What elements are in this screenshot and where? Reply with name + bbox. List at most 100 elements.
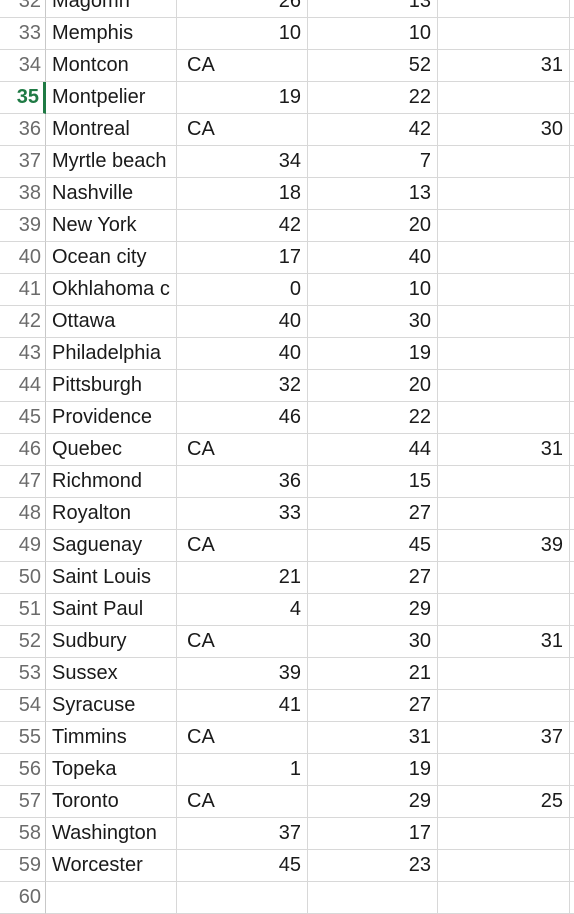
cell-next-column[interactable] bbox=[570, 786, 574, 818]
cell-value-2[interactable]: 17 bbox=[308, 818, 438, 850]
row-header[interactable]: 54 bbox=[0, 690, 46, 722]
cell-value-2[interactable]: 13 bbox=[308, 178, 438, 210]
cell-next-column[interactable] bbox=[570, 0, 574, 18]
cell-city-name[interactable]: Ocean city bbox=[46, 242, 177, 274]
cell-value-3[interactable] bbox=[438, 466, 570, 498]
cell-city-name[interactable]: Myrtle beach bbox=[46, 146, 177, 178]
cell-value-3[interactable] bbox=[438, 82, 570, 114]
cell-value-1[interactable]: 26 bbox=[177, 0, 308, 18]
cell-city-name[interactable]: Sussex bbox=[46, 658, 177, 690]
cell-value-3[interactable] bbox=[438, 18, 570, 50]
cell-value-2[interactable]: 10 bbox=[308, 18, 438, 50]
cell-next-column[interactable] bbox=[570, 50, 574, 82]
cell-value-3[interactable] bbox=[438, 818, 570, 850]
cell-value-3[interactable] bbox=[438, 146, 570, 178]
row-header[interactable]: 48 bbox=[0, 498, 46, 530]
cell-value-1[interactable]: 33 bbox=[177, 498, 308, 530]
cell-city-name[interactable]: Philadelphia bbox=[46, 338, 177, 370]
cell-next-column[interactable] bbox=[570, 18, 574, 50]
cell-next-column[interactable] bbox=[570, 562, 574, 594]
cell-city-name[interactable]: Montreal bbox=[46, 114, 177, 146]
cell-value-2[interactable]: 23 bbox=[308, 850, 438, 882]
cell-country-code[interactable]: CA bbox=[177, 530, 308, 562]
cell-value-3[interactable] bbox=[438, 882, 570, 914]
cell-next-column[interactable] bbox=[570, 434, 574, 466]
cell-next-column[interactable] bbox=[570, 114, 574, 146]
row-header[interactable]: 44 bbox=[0, 370, 46, 402]
cell-value-1[interactable]: 40 bbox=[177, 306, 308, 338]
row-header[interactable]: 36 bbox=[0, 114, 46, 146]
row-header[interactable]: 40 bbox=[0, 242, 46, 274]
cell-country-code[interactable]: CA bbox=[177, 786, 308, 818]
row-header[interactable]: 59 bbox=[0, 850, 46, 882]
cell-next-column[interactable] bbox=[570, 306, 574, 338]
cell-value-3[interactable]: 39 bbox=[438, 530, 570, 562]
cell-value-3[interactable] bbox=[438, 178, 570, 210]
row-header[interactable]: 47 bbox=[0, 466, 46, 498]
cell-value-3[interactable] bbox=[438, 210, 570, 242]
cell-value-3[interactable]: 30 bbox=[438, 114, 570, 146]
cell-value-2[interactable]: 44 bbox=[308, 434, 438, 466]
cell-city-name[interactable]: Memphis bbox=[46, 18, 177, 50]
cell-value-2[interactable]: 19 bbox=[308, 338, 438, 370]
cell-value-2[interactable]: 22 bbox=[308, 82, 438, 114]
cell-value-1[interactable]: 46 bbox=[177, 402, 308, 434]
cell-city-name[interactable]: Providence bbox=[46, 402, 177, 434]
cell-value-2[interactable]: 31 bbox=[308, 722, 438, 754]
cell-country-code[interactable]: CA bbox=[177, 50, 308, 82]
cell-city-name[interactable]: Topeka bbox=[46, 754, 177, 786]
cell-value-3[interactable] bbox=[438, 306, 570, 338]
cell-value-2[interactable]: 52 bbox=[308, 50, 438, 82]
row-header[interactable]: 52 bbox=[0, 626, 46, 658]
cell-value-1[interactable]: 21 bbox=[177, 562, 308, 594]
cell-value-3[interactable] bbox=[438, 0, 570, 18]
row-header[interactable]: 56 bbox=[0, 754, 46, 786]
row-header[interactable]: 45 bbox=[0, 402, 46, 434]
cell-next-column[interactable] bbox=[570, 530, 574, 562]
cell-city-name[interactable]: New York bbox=[46, 210, 177, 242]
cell-value-3[interactable] bbox=[438, 498, 570, 530]
cell-value-3[interactable] bbox=[438, 658, 570, 690]
row-header[interactable]: 46 bbox=[0, 434, 46, 466]
cell-value-1[interactable] bbox=[177, 882, 308, 914]
cell-next-column[interactable] bbox=[570, 594, 574, 626]
row-header[interactable]: 51 bbox=[0, 594, 46, 626]
cell-city-name[interactable]: Washington bbox=[46, 818, 177, 850]
cell-next-column[interactable] bbox=[570, 626, 574, 658]
cell-value-3[interactable] bbox=[438, 850, 570, 882]
cell-value-2[interactable]: 45 bbox=[308, 530, 438, 562]
cell-value-2[interactable]: 29 bbox=[308, 594, 438, 626]
cell-next-column[interactable] bbox=[570, 850, 574, 882]
cell-value-3[interactable] bbox=[438, 562, 570, 594]
cell-value-3[interactable] bbox=[438, 402, 570, 434]
row-header[interactable]: 33 bbox=[0, 18, 46, 50]
cell-value-1[interactable]: 1 bbox=[177, 754, 308, 786]
cell-value-1[interactable]: 40 bbox=[177, 338, 308, 370]
cell-value-1[interactable]: 37 bbox=[177, 818, 308, 850]
cell-city-name[interactable]: Saguenay bbox=[46, 530, 177, 562]
cell-city-name[interactable]: Pittsburgh bbox=[46, 370, 177, 402]
cell-city-name[interactable]: Worcester bbox=[46, 850, 177, 882]
cell-value-2[interactable]: 42 bbox=[308, 114, 438, 146]
cell-country-code[interactable]: CA bbox=[177, 722, 308, 754]
cell-city-name[interactable]: Montcon bbox=[46, 50, 177, 82]
cell-value-3[interactable] bbox=[438, 754, 570, 786]
row-header[interactable]: 55 bbox=[0, 722, 46, 754]
cell-value-3[interactable] bbox=[438, 370, 570, 402]
cell-next-column[interactable] bbox=[570, 818, 574, 850]
cell-value-2[interactable]: 30 bbox=[308, 626, 438, 658]
cell-value-1[interactable]: 34 bbox=[177, 146, 308, 178]
row-header[interactable]: 50 bbox=[0, 562, 46, 594]
row-header[interactable]: 37 bbox=[0, 146, 46, 178]
cell-next-column[interactable] bbox=[570, 338, 574, 370]
cell-value-3[interactable]: 31 bbox=[438, 626, 570, 658]
cell-value-2[interactable]: 27 bbox=[308, 562, 438, 594]
cell-city-name[interactable]: Montpelier bbox=[46, 82, 177, 114]
cell-next-column[interactable] bbox=[570, 690, 574, 722]
cell-next-column[interactable] bbox=[570, 722, 574, 754]
cell-city-name[interactable]: Quebec bbox=[46, 434, 177, 466]
row-header[interactable]: 34 bbox=[0, 50, 46, 82]
cell-next-column[interactable] bbox=[570, 146, 574, 178]
row-header[interactable]: 57 bbox=[0, 786, 46, 818]
cell-next-column[interactable] bbox=[570, 658, 574, 690]
